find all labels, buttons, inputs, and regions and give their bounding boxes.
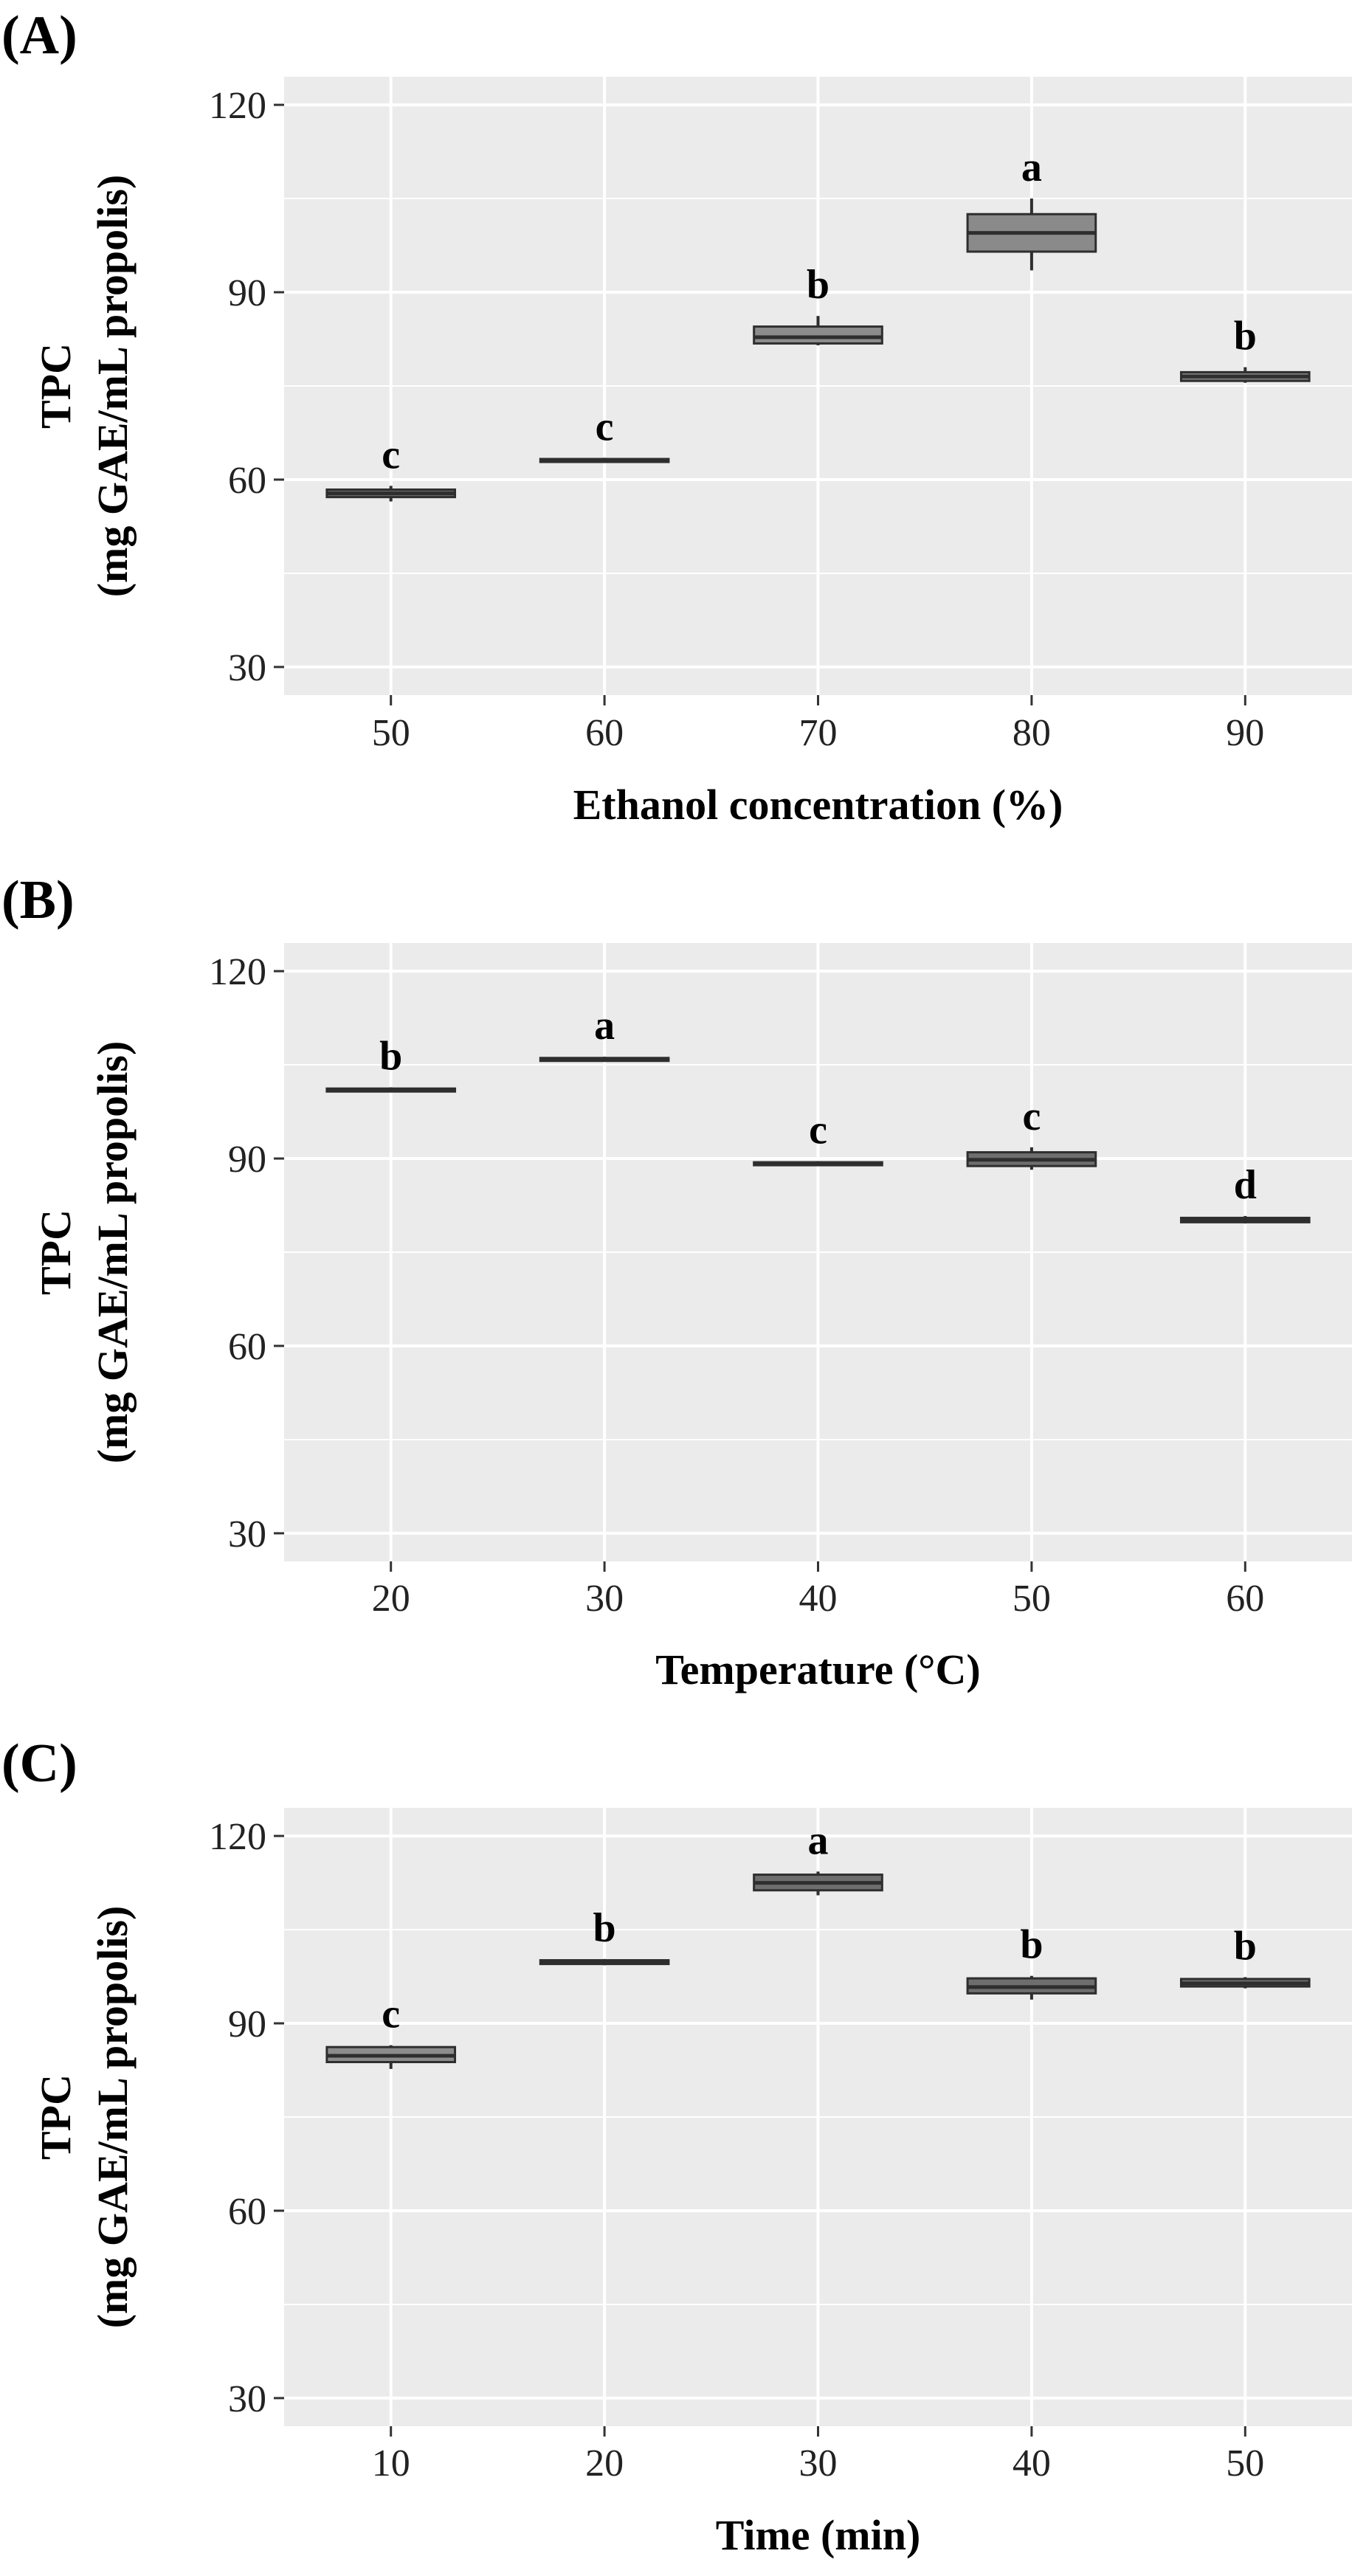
x-axis-title: Temperature (°C) bbox=[655, 1646, 980, 1693]
box-60: c bbox=[539, 404, 670, 463]
box-20: b bbox=[539, 1905, 670, 1966]
x-tick-label: 70 bbox=[799, 712, 838, 754]
significance-letter: a bbox=[1021, 145, 1042, 190]
box-20: b bbox=[325, 1034, 457, 1093]
y-tick-label: 30 bbox=[228, 647, 266, 689]
significance-letter: b bbox=[1020, 1922, 1043, 1968]
box-iqr bbox=[753, 325, 883, 345]
significance-letter: a bbox=[594, 1003, 615, 1049]
y-axis-title-line2: (mg GAE/mL propolis) bbox=[89, 1041, 137, 1464]
y-axis-title-line2: (mg GAE/mL propolis) bbox=[89, 175, 137, 598]
x-tick-label: 60 bbox=[585, 712, 624, 754]
significance-letter: b bbox=[1234, 1923, 1257, 1969]
panel-a-label: (A) bbox=[1, 5, 77, 66]
x-axis-title: Time (min) bbox=[716, 2511, 921, 2559]
panel-c: (C) 30 60 90 120 c b a b b 10 20 30 40 50 Time (min) TP… bbox=[1, 1733, 1352, 2559]
x-tick-label: 80 bbox=[1013, 712, 1051, 754]
x-tick-label: 30 bbox=[799, 2442, 838, 2485]
x-tick-label: 20 bbox=[585, 2442, 624, 2485]
y-axis-title-line2: (mg GAE/mL propolis) bbox=[89, 1906, 137, 2329]
x-tick-label: 50 bbox=[1013, 1578, 1051, 1620]
x-tick-label: 20 bbox=[372, 1578, 410, 1620]
significance-letter: b bbox=[379, 1034, 402, 1080]
panel-b: (B) 30 60 90 120 b a c c d 20 30 40 50 60 Temperature … bbox=[1, 870, 1352, 1693]
x-tick-label: 10 bbox=[372, 2442, 410, 2485]
box-30: a bbox=[753, 1817, 883, 1896]
x-tick-label: 50 bbox=[372, 712, 410, 754]
y-tick-label: 90 bbox=[228, 1139, 266, 1181]
x-tick-label: 40 bbox=[1013, 2442, 1051, 2485]
y-tick-label: 120 bbox=[209, 85, 266, 127]
y-tick-label: 30 bbox=[228, 2378, 266, 2420]
significance-letter: a bbox=[808, 1817, 829, 1863]
x-tick-label: 50 bbox=[1226, 2442, 1264, 2485]
box-30: a bbox=[539, 1003, 670, 1063]
significance-letter: c bbox=[1022, 1094, 1041, 1139]
y-axis-title-line1: TPC bbox=[32, 2074, 80, 2160]
significance-letter: c bbox=[596, 404, 614, 449]
significance-letter: b bbox=[1234, 314, 1257, 359]
box-40: c bbox=[753, 1107, 883, 1167]
y-tick-label: 60 bbox=[228, 2191, 266, 2233]
x-tick-label: 60 bbox=[1226, 1578, 1264, 1620]
panel-c-label: (C) bbox=[1, 1733, 77, 1794]
y-tick-label: 60 bbox=[228, 1326, 266, 1368]
box-50: c bbox=[325, 432, 457, 502]
y-axis-title-line1: TPC bbox=[32, 343, 80, 429]
significance-letter: c bbox=[382, 1992, 400, 2037]
x-tick-label: 90 bbox=[1226, 712, 1264, 754]
box-40: b bbox=[966, 1922, 1097, 2000]
y-tick-label: 90 bbox=[228, 2003, 266, 2045]
significance-letter: b bbox=[593, 1905, 616, 1951]
box-60: d bbox=[1179, 1162, 1311, 1224]
y-tick-label: 90 bbox=[228, 272, 266, 314]
box-80: a bbox=[966, 145, 1097, 271]
x-tick-label: 30 bbox=[585, 1578, 624, 1620]
y-axis-title-line1: TPC bbox=[32, 1209, 80, 1295]
box-70: b bbox=[753, 262, 883, 345]
y-tick-label: 120 bbox=[209, 951, 266, 993]
y-tick-label: 120 bbox=[209, 1816, 266, 1858]
box-50: b bbox=[1179, 1923, 1311, 1989]
x-tick-label: 40 bbox=[799, 1578, 838, 1620]
significance-letter: b bbox=[807, 262, 829, 308]
panel-a: (A) 30 60 90 120 c c b a b 50 60 70 80 90 Ethanol conc… bbox=[1, 5, 1352, 829]
y-tick-label: 60 bbox=[228, 460, 266, 502]
significance-letter: d bbox=[1234, 1162, 1257, 1208]
y-tick-label: 30 bbox=[228, 1513, 266, 1555]
box-90: b bbox=[1179, 314, 1311, 383]
x-axis-title: Ethanol concentration (%) bbox=[573, 781, 1063, 829]
significance-letter: c bbox=[809, 1107, 827, 1153]
box-10: c bbox=[325, 1992, 457, 2069]
significance-letter: c bbox=[382, 432, 400, 477]
box-50: c bbox=[966, 1094, 1097, 1170]
panel-b-label: (B) bbox=[1, 870, 75, 930]
